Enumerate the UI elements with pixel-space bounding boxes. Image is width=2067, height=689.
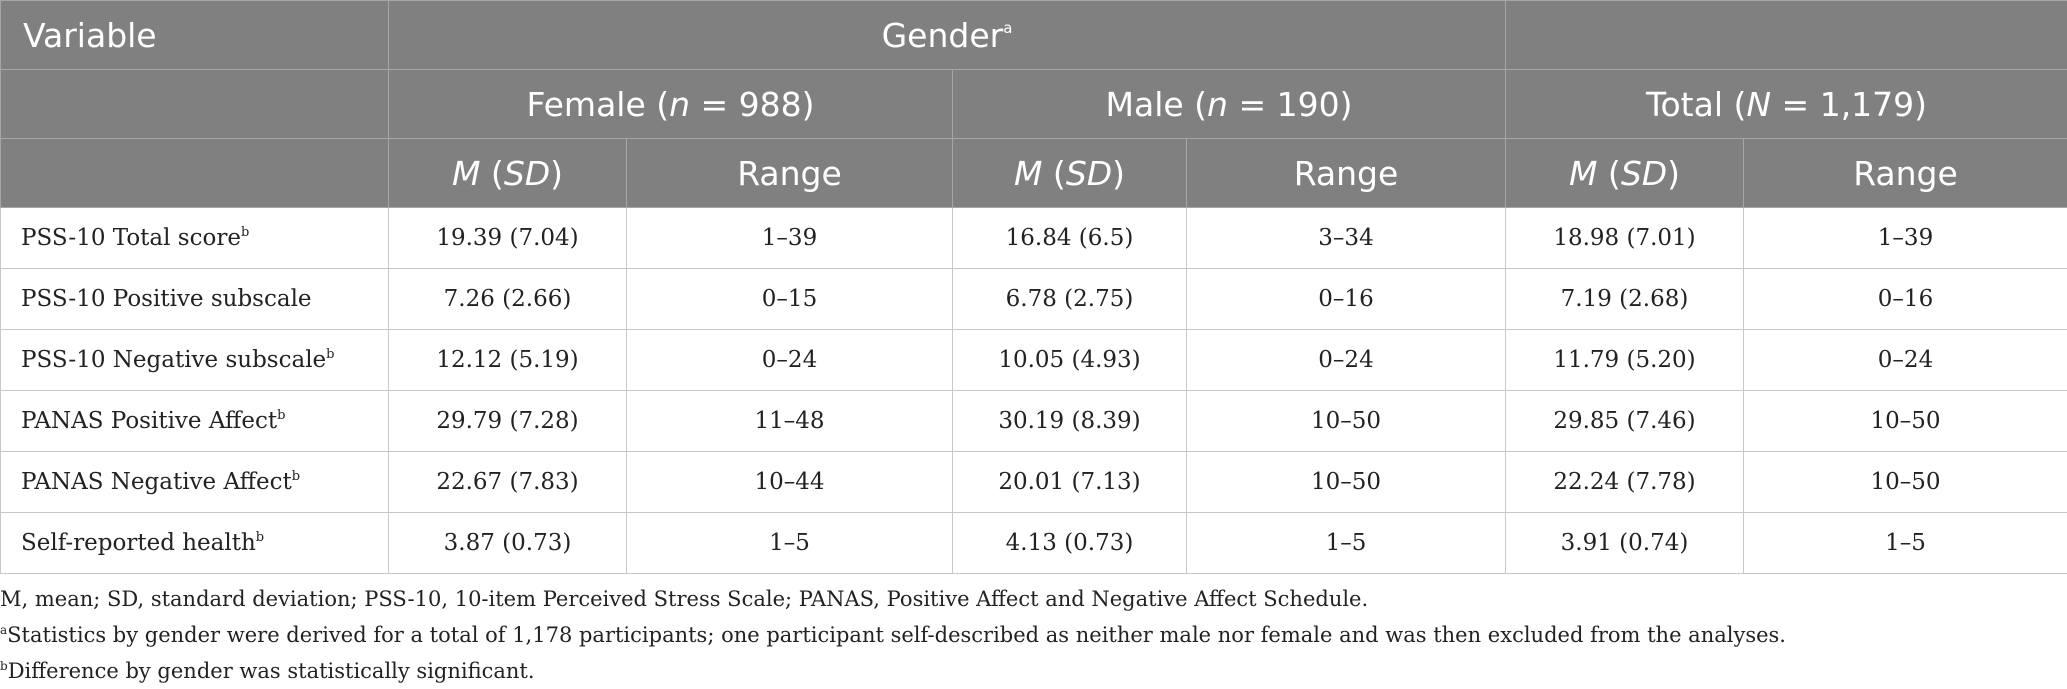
male-range-cell: 1–5 [1186,512,1506,574]
footnote-a: aStatistics by gender were derived for a… [0,623,1786,647]
male-range-header: Range [1186,138,1506,208]
female-msd-cell: 22.67 (7.83) [388,451,627,513]
male-msd-cell: 10.05 (4.93) [952,329,1187,391]
table-row: PSS-10 Negative subscaleb 12.12 (5.19) 0… [0,329,2067,391]
total-range-cell: 10–50 [1743,451,2067,513]
footnote-marker: a [0,623,8,637]
row-label: PSS-10 Total scoreb [0,207,389,269]
female-range-cell: 11–48 [626,390,953,452]
footnote-marker: b [240,225,250,240]
table-row: PSS-10 Positive subscale 7.26 (2.66) 0–1… [0,268,2067,330]
row-label: PSS-10 Positive subscale [0,268,389,330]
total-msd-cell: 7.19 (2.68) [1505,268,1744,330]
total-msd-cell: 3.91 (0.74) [1505,512,1744,574]
total-range-cell: 10–50 [1743,390,2067,452]
table-header: Variable Gendera Female (n = 988) Male (… [0,0,2067,208]
gender-group-header: Gendera [388,0,1506,70]
female-range-cell: 10–44 [626,451,953,513]
female-range-header: Range [626,138,953,208]
row-label: PANAS Positive Affectb [0,390,389,452]
male-msd-cell: 30.19 (8.39) [952,390,1187,452]
male-msd-header: M (SD) [952,138,1187,208]
total-msd-cell: 18.98 (7.01) [1505,207,1744,269]
total-range-cell: 1–39 [1743,207,2067,269]
footnote-marker: b [277,408,286,423]
male-range-cell: 3–34 [1186,207,1506,269]
male-group-header: Male (n = 190) [952,69,1506,139]
total-range-cell: 0–16 [1743,268,2067,330]
descriptive-statistics-table: Variable Gendera Female (n = 988) Male (… [0,0,2067,574]
footnote-marker: b [326,347,335,362]
empty-header-cell [1505,0,2067,70]
footnote-marker: b [0,659,8,673]
total-range-cell: 0–24 [1743,329,2067,391]
empty-header-cell [0,69,389,139]
male-msd-cell: 4.13 (0.73) [952,512,1187,574]
table-row: Self-reported healthb 3.87 (0.73) 1–5 4.… [0,512,2067,574]
female-range-cell: 1–5 [626,512,953,574]
male-msd-cell: 16.84 (6.5) [952,207,1187,269]
female-msd-cell: 3.87 (0.73) [388,512,627,574]
male-range-cell: 10–50 [1186,390,1506,452]
total-msd-cell: 29.85 (7.46) [1505,390,1744,452]
header-row-3: M (SD) Range M (SD) Range M (SD) Range [0,138,2067,208]
footnote-b: bDifference by gender was statistically … [0,659,535,683]
female-msd-cell: 12.12 (5.19) [388,329,627,391]
table-row: PSS-10 Total scoreb 19.39 (7.04) 1–39 16… [0,207,2067,269]
row-label: PSS-10 Negative subscaleb [0,329,389,391]
total-msd-cell: 11.79 (5.20) [1505,329,1744,391]
male-range-cell: 0–24 [1186,329,1506,391]
row-label: Self-reported healthb [0,512,389,574]
female-group-header: Female (n = 988) [388,69,953,139]
female-msd-cell: 7.26 (2.66) [388,268,627,330]
header-row-1: Variable Gendera [0,0,2067,70]
female-msd-header: M (SD) [388,138,627,208]
female-range-cell: 0–24 [626,329,953,391]
footnote-abbreviations: M, mean; SD, standard deviation; PSS-10,… [0,587,1369,611]
female-msd-cell: 19.39 (7.04) [388,207,627,269]
table-row: PANAS Positive Affectb 29.79 (7.28) 11–4… [0,390,2067,452]
male-range-cell: 0–16 [1186,268,1506,330]
total-msd-header: M (SD) [1505,138,1744,208]
variable-column-header: Variable [0,0,389,70]
total-group-header: Total (N = 1,179) [1505,69,2067,139]
header-row-2: Female (n = 988) Male (n = 190) Total (N… [0,69,2067,139]
female-range-cell: 0–15 [626,268,953,330]
table-footnotes: M, mean; SD, standard deviation; PSS-10,… [0,576,2067,684]
empty-header-cell [0,138,389,208]
table-row: PANAS Negative Affectb 22.67 (7.83) 10–4… [0,451,2067,513]
female-range-cell: 1–39 [626,207,953,269]
total-range-cell: 1–5 [1743,512,2067,574]
footnote-marker: b [255,530,265,545]
table-body: PSS-10 Total scoreb 19.39 (7.04) 1–39 16… [0,207,2067,574]
total-msd-cell: 22.24 (7.78) [1505,451,1744,513]
female-msd-cell: 29.79 (7.28) [388,390,627,452]
total-range-header: Range [1743,138,2067,208]
footnote-marker: a [1003,18,1013,37]
male-range-cell: 10–50 [1186,451,1506,513]
footnote-marker: b [291,469,301,484]
male-msd-cell: 6.78 (2.75) [952,268,1187,330]
male-msd-cell: 20.01 (7.13) [952,451,1187,513]
row-label: PANAS Negative Affectb [0,451,389,513]
